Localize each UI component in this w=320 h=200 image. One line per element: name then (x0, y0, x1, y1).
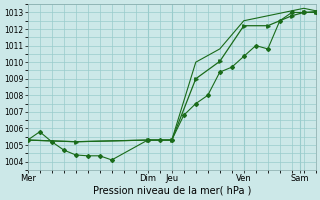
X-axis label: Pression niveau de la mer( hPa ): Pression niveau de la mer( hPa ) (92, 186, 251, 196)
